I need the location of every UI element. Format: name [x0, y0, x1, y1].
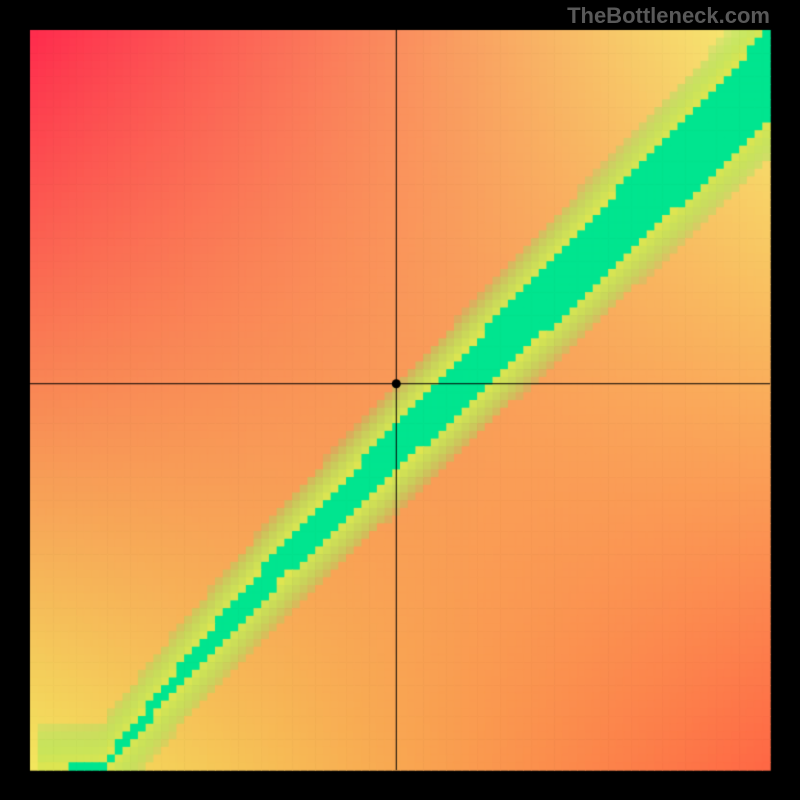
chart-container: TheBottleneck.com	[0, 0, 800, 800]
bottleneck-heatmap	[0, 0, 800, 800]
watermark-text: TheBottleneck.com	[567, 3, 770, 29]
